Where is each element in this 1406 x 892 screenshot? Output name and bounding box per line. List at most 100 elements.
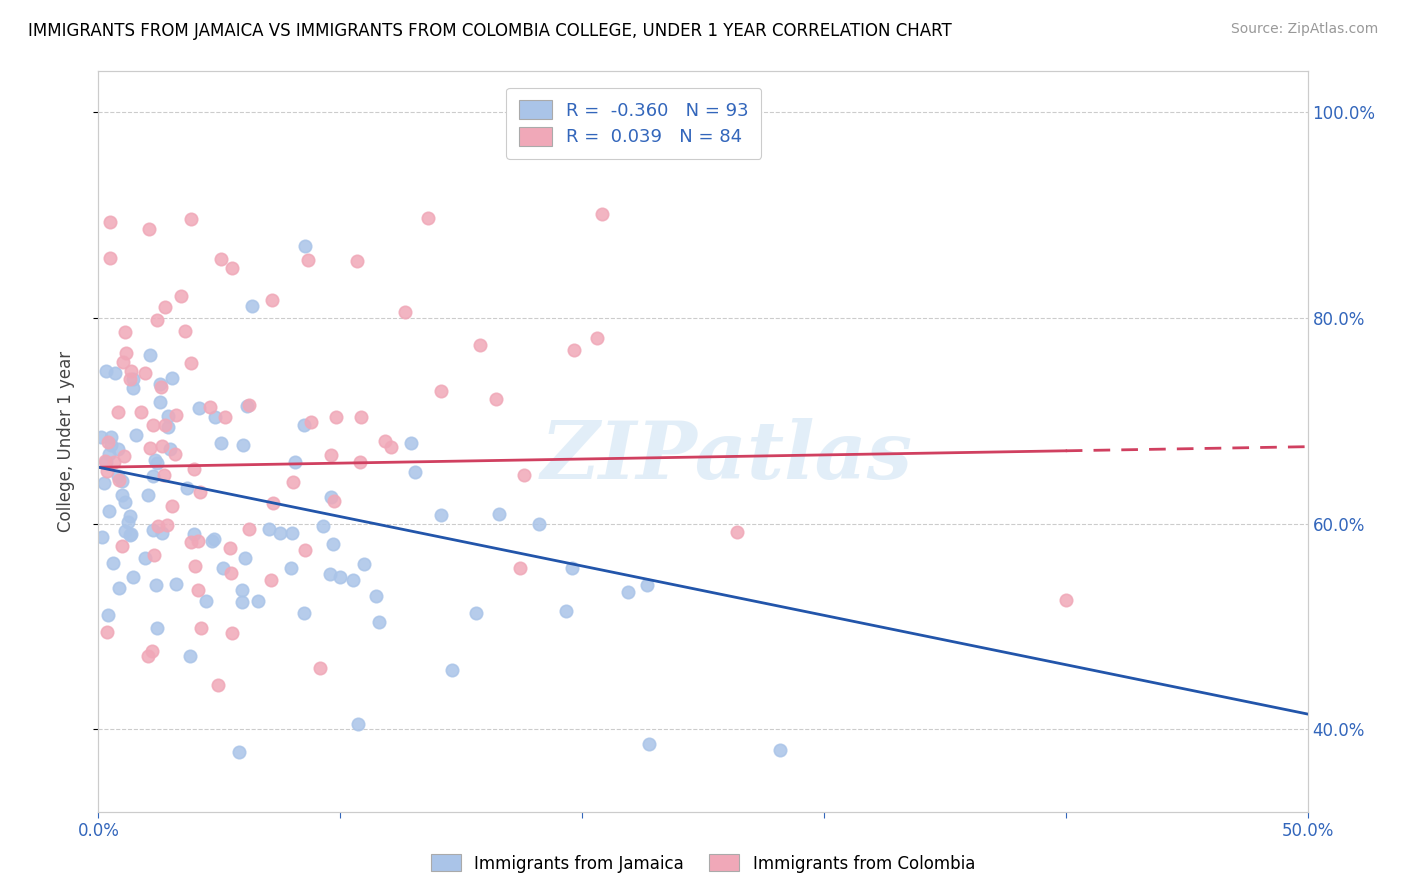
Point [350, 409, 373, 424]
Point [187, 534, 209, 549]
Point [118, 372, 141, 386]
Point [207, 678, 229, 692]
Point [115, 346, 138, 360]
Point [399, 436, 422, 450]
Point [380, 441, 402, 455]
Point [93, 475, 115, 490]
Point [111, 488, 134, 502]
Point [364, 589, 387, 603]
Point [232, 438, 254, 452]
Point [134, 366, 156, 380]
Point [202, 532, 225, 546]
Point [94, 455, 117, 469]
Point [219, 566, 242, 580]
Point [617, 584, 640, 599]
Point [238, 398, 260, 412]
Point [160, 499, 183, 513]
Point [204, 409, 226, 424]
Point [346, 253, 368, 268]
Point [159, 442, 181, 456]
Point [138, 222, 160, 236]
Point [294, 239, 316, 253]
Point [231, 582, 253, 597]
Text: ZIPatlas: ZIPatlas [541, 417, 914, 495]
Point [112, 450, 135, 464]
Point [100, 430, 122, 444]
Point [418, 211, 440, 226]
Point [322, 493, 344, 508]
Point [165, 577, 187, 591]
Y-axis label: College, Under 1 year: College, Under 1 year [56, 351, 75, 533]
Point [319, 566, 342, 581]
Point [103, 366, 125, 380]
Point [122, 570, 145, 584]
Point [294, 542, 316, 557]
Point [142, 523, 165, 537]
Point [429, 384, 451, 399]
Point [184, 559, 207, 574]
Point [394, 305, 416, 319]
Point [198, 400, 221, 414]
Text: Source: ZipAtlas.com: Source: ZipAtlas.com [1230, 22, 1378, 37]
Point [100, 438, 122, 452]
Point [122, 382, 145, 396]
Point [150, 379, 173, 393]
Point [101, 556, 124, 570]
Point [107, 442, 129, 457]
Point [90, 430, 112, 444]
Point [125, 427, 148, 442]
Point [134, 551, 156, 566]
Point [297, 253, 319, 268]
Point [228, 745, 250, 759]
Point [180, 355, 202, 369]
Point [183, 527, 205, 541]
Point [347, 717, 370, 731]
Point [1054, 592, 1077, 607]
Point [368, 615, 391, 629]
Point [430, 508, 453, 522]
Point [325, 409, 347, 424]
Point [103, 455, 125, 469]
Point [150, 439, 173, 453]
Point [292, 607, 315, 621]
Point [136, 648, 159, 663]
Point [585, 330, 607, 344]
Point [238, 521, 260, 535]
Point [299, 415, 322, 429]
Point [145, 453, 167, 467]
Point [280, 560, 302, 574]
Point [111, 474, 134, 488]
Point [156, 419, 179, 434]
Point [180, 535, 202, 549]
Point [231, 595, 253, 609]
Point [142, 418, 165, 433]
Point [269, 526, 291, 541]
Point [194, 593, 217, 607]
Point [554, 603, 576, 617]
Point [156, 518, 179, 533]
Point [107, 468, 129, 483]
Point [312, 519, 335, 533]
Point [120, 364, 142, 378]
Point [143, 548, 166, 562]
Point [188, 485, 211, 500]
Point [136, 488, 159, 502]
Point [201, 534, 224, 549]
Point [353, 558, 375, 572]
Point [96, 624, 118, 639]
Point [170, 289, 193, 303]
Point [769, 743, 792, 757]
Point [281, 525, 304, 540]
Point [146, 519, 169, 533]
Point [160, 371, 183, 385]
Point [129, 404, 152, 418]
Point [94, 364, 117, 378]
Point [246, 594, 269, 608]
Point [120, 527, 142, 541]
Point [441, 663, 464, 677]
Point [319, 448, 342, 462]
Point [329, 570, 352, 584]
Point [221, 625, 243, 640]
Point [107, 404, 129, 418]
Point [108, 581, 131, 595]
